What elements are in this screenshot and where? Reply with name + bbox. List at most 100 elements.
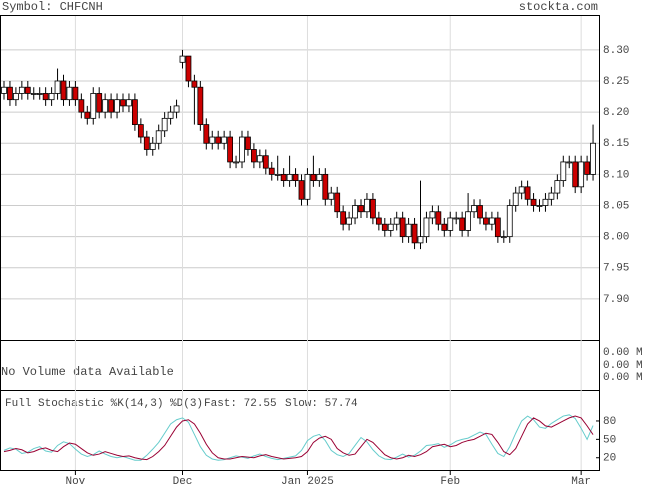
candle-body xyxy=(78,99,85,113)
stochastic-line xyxy=(3,415,594,461)
y-tick-label: 8.10 xyxy=(603,169,629,181)
candle-body xyxy=(375,217,382,225)
slow-legend: Slow: 57.74 xyxy=(285,398,358,410)
candle-body xyxy=(465,211,472,231)
candle-body xyxy=(584,161,590,175)
candle-body xyxy=(393,217,400,225)
x-tick-label: Mar xyxy=(571,476,591,486)
candle-body xyxy=(423,217,430,238)
stochastic-title: Full Stochastic %K(14,3) %D(3) xyxy=(5,398,203,410)
candle-body xyxy=(387,223,394,231)
candle-body xyxy=(227,136,234,163)
candle-body xyxy=(179,55,186,63)
candle-body xyxy=(298,180,305,200)
candle-body xyxy=(42,93,49,101)
candle-body xyxy=(215,136,222,144)
y-tick-label: 8.30 xyxy=(603,45,629,57)
candle-body xyxy=(578,161,585,188)
x-tick-label: Nov xyxy=(65,476,85,486)
source: stockta.com xyxy=(519,0,598,14)
candle-body xyxy=(566,161,573,164)
candle-body xyxy=(358,205,364,213)
candle-body xyxy=(131,99,138,125)
y-tick-label: 8.05 xyxy=(603,200,629,212)
volume-message: No Volume data Available xyxy=(1,365,174,379)
y-tick-label: 7.95 xyxy=(603,263,629,275)
fast-name: Fast: xyxy=(204,398,237,410)
candle-body xyxy=(471,205,477,213)
y-tick-label: 20 xyxy=(603,453,616,465)
candle-body xyxy=(102,99,109,113)
candle-body xyxy=(239,136,245,163)
candle-body xyxy=(7,86,13,101)
candle-body xyxy=(292,173,299,182)
candle-body xyxy=(316,173,323,182)
candle-body xyxy=(429,211,436,219)
x-tick-label: Jan 2025 xyxy=(281,476,334,486)
candle-body xyxy=(536,205,543,207)
y-tick-label: 7.90 xyxy=(603,294,629,306)
candle-body xyxy=(524,186,531,200)
candle-body xyxy=(66,86,73,101)
candle-body xyxy=(274,173,281,176)
candle-body xyxy=(411,223,418,244)
y-tick-label: 8.20 xyxy=(603,107,629,119)
candle-body xyxy=(405,223,412,238)
candle-body xyxy=(161,117,168,132)
candle-body xyxy=(143,136,150,150)
candle-body xyxy=(399,217,406,238)
candle-body xyxy=(304,173,311,200)
candle-body xyxy=(262,155,269,169)
y-tick-label: 80 xyxy=(603,416,616,428)
candle-body xyxy=(364,198,370,213)
candle-body xyxy=(310,173,317,182)
x-tick-label: Feb xyxy=(440,476,460,486)
y-tick-label: 8.15 xyxy=(603,138,629,150)
candle-body xyxy=(209,136,216,144)
y-tick-label: 8.25 xyxy=(603,76,629,88)
fast-value: 72.55 xyxy=(244,398,277,410)
candle-body xyxy=(185,55,192,82)
candle-body xyxy=(90,93,97,119)
candle-body xyxy=(441,223,448,231)
candle-body xyxy=(506,205,513,238)
candle-body xyxy=(447,217,454,231)
candle-body xyxy=(518,186,525,194)
candle-body xyxy=(84,111,91,119)
candle-body xyxy=(417,236,424,244)
candle-body xyxy=(500,236,507,239)
candle-body xyxy=(548,192,555,200)
candle-body xyxy=(191,80,198,88)
candle-body xyxy=(530,198,537,206)
symbol: Symbol: CHFCNH xyxy=(2,0,103,14)
candle-body xyxy=(280,173,287,182)
candle-body xyxy=(488,217,495,225)
fast-legend: Fast: 72.55 xyxy=(204,398,277,410)
candle-body xyxy=(381,223,388,231)
candle-body xyxy=(149,142,156,150)
slow-name: Slow: xyxy=(285,398,318,410)
candle-body xyxy=(24,86,31,94)
candle-body xyxy=(494,217,501,238)
candle-body xyxy=(120,99,126,107)
candle-body xyxy=(286,173,293,182)
candle-body xyxy=(459,217,466,231)
candle-body xyxy=(18,86,25,94)
candle-body xyxy=(352,205,358,219)
candle-body xyxy=(96,93,103,113)
candle-body xyxy=(114,99,120,113)
volume-label: 0.00 M xyxy=(603,347,643,359)
candle-body xyxy=(167,111,174,119)
candle-body xyxy=(72,86,79,101)
candle-body xyxy=(203,124,210,144)
candle-body xyxy=(233,161,239,164)
candle-body xyxy=(542,198,549,206)
candle-body xyxy=(590,142,596,175)
candle-body xyxy=(572,161,579,188)
candle-body xyxy=(250,149,257,163)
candle-body xyxy=(328,192,335,200)
candle-body xyxy=(126,99,132,107)
candle-body xyxy=(346,217,353,225)
